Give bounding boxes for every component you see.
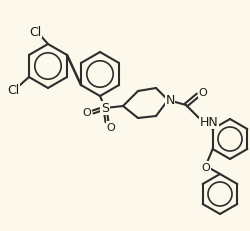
Text: O: O xyxy=(83,108,92,118)
Text: O: O xyxy=(107,122,116,132)
Text: Cl: Cl xyxy=(7,84,19,97)
Text: O: O xyxy=(201,162,210,172)
Text: Cl: Cl xyxy=(29,25,41,38)
Text: HN: HN xyxy=(200,116,219,129)
Text: O: O xyxy=(198,88,207,97)
Text: N: N xyxy=(165,93,175,106)
Text: S: S xyxy=(101,102,109,115)
